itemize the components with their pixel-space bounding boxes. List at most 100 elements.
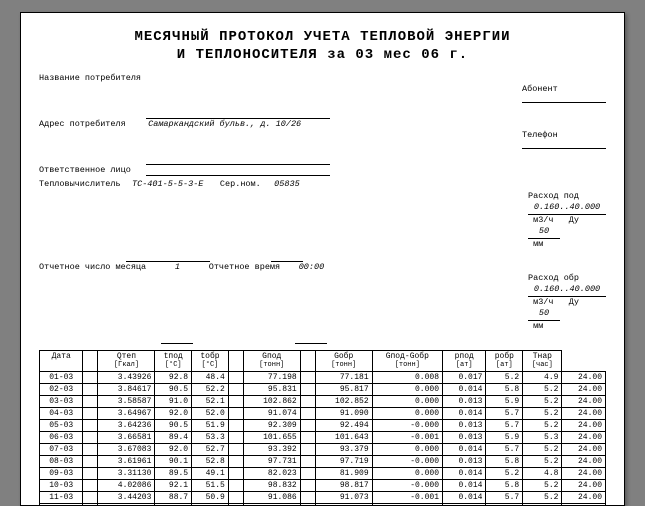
cell: 95.831: [243, 384, 300, 396]
cell: 93.392: [243, 444, 300, 456]
cell: 5.9: [486, 432, 523, 444]
col-5: [228, 350, 243, 371]
cell: 53.3: [192, 432, 229, 444]
cell: 0.014: [443, 384, 486, 396]
col-2: Qтеп[Гкал]: [98, 350, 155, 371]
table-row: 10-034.0208692.151.598.83298.817-0.0000.…: [40, 480, 606, 492]
table-head: Дата Qтеп[Гкал]tпод[°С]tобр[°С] Gпод[тон…: [40, 350, 606, 371]
cell: 5.8: [486, 456, 523, 468]
cell: 0.000: [372, 444, 442, 456]
cell: 24.00: [562, 372, 606, 384]
cell: 98.817: [315, 480, 372, 492]
cell: -0.001: [372, 432, 442, 444]
responsible-label: Ответственное лицо: [39, 165, 146, 176]
cell: 10-03: [40, 480, 83, 492]
cell: 92.0: [155, 444, 192, 456]
flow-ret-label: Расход обр: [528, 273, 589, 283]
flow-sup-value: 0.160..40.000: [528, 202, 606, 214]
cell: 0.000: [372, 384, 442, 396]
cell: 92.1: [155, 480, 192, 492]
flow-ret-mm: мм: [528, 321, 543, 331]
cell: [83, 444, 98, 456]
cell: -0.000: [372, 456, 442, 468]
table-row: 09-033.3113089.549.182.02381.9090.0000.0…: [40, 468, 606, 480]
cell: 91.074: [243, 408, 300, 420]
col-7: [300, 350, 315, 371]
calc-value: ТС-401-5-5-3-Е: [126, 179, 210, 261]
flow-ret-du: 50: [528, 308, 560, 320]
cell: 24.00: [562, 468, 606, 480]
abonent-value: [522, 102, 606, 103]
cell: 08-03: [40, 456, 83, 468]
cell: 0.014: [443, 444, 486, 456]
cell: 5.2: [486, 468, 523, 480]
cell: [228, 396, 243, 408]
cell: 50.9: [192, 492, 229, 504]
cell: 52.7: [192, 444, 229, 456]
cell: 5.9: [486, 396, 523, 408]
cell: 0.000: [372, 408, 442, 420]
cell: 3.44203: [98, 492, 155, 504]
cell: 24.00: [562, 384, 606, 396]
cell: [83, 456, 98, 468]
consumer-name-value: [146, 73, 330, 119]
cell: 5.7: [486, 420, 523, 432]
cell: 90.5: [155, 420, 192, 432]
cell: 07-03: [40, 444, 83, 456]
cell: 4.02086: [98, 480, 155, 492]
cell: 11-03: [40, 492, 83, 504]
flow-ret-unit: м3/ч Ду: [528, 297, 584, 307]
cell: 49.1: [192, 468, 229, 480]
cell: 102.862: [243, 396, 300, 408]
reportday-label: Отчетное число месяца: [39, 262, 161, 344]
cell: [228, 444, 243, 456]
table-row: 03-033.5858791.052.1102.862102.8520.0000…: [40, 396, 606, 408]
cell: 52.0: [192, 408, 229, 420]
cell: 101.655: [243, 432, 300, 444]
table-row: 11-033.4420388.750.991.08691.073-0.0010.…: [40, 492, 606, 504]
cell: 24.00: [562, 432, 606, 444]
cell: 91.0: [155, 396, 192, 408]
reporttime-label: Отчетное время: [193, 262, 295, 344]
col-12: Tнар[час]: [523, 350, 562, 371]
cell: 3.67083: [98, 444, 155, 456]
cell: 92.494: [315, 420, 372, 432]
col-8: Gобр[тонн]: [315, 350, 372, 371]
cell: 24.00: [562, 420, 606, 432]
cell: 4.8: [523, 468, 562, 480]
cell: 06-03: [40, 432, 83, 444]
cell: [83, 384, 98, 396]
cell: [228, 384, 243, 396]
cell: 5.8: [486, 480, 523, 492]
cell: 91.073: [315, 492, 372, 504]
cell: [228, 480, 243, 492]
cell: 52.8: [192, 456, 229, 468]
cell: 01-03: [40, 372, 83, 384]
cell: 24.00: [562, 456, 606, 468]
cell: 91.086: [243, 492, 300, 504]
cell: -0.000: [372, 420, 442, 432]
cell: [83, 492, 98, 504]
sernum-value: 05835: [271, 179, 303, 261]
flow-sup-unit: м3/ч Ду: [528, 215, 584, 225]
col-6: Gпод[тонн]: [243, 350, 300, 371]
cell: 92.309: [243, 420, 300, 432]
col-10: рпод[ат]: [443, 350, 486, 371]
cell: 92.8: [155, 372, 192, 384]
cell: [83, 396, 98, 408]
cell: [228, 492, 243, 504]
cell: 04-03: [40, 408, 83, 420]
table-row: 04-033.6496792.052.091.07491.0900.0000.0…: [40, 408, 606, 420]
table-row: 02-033.8461790.552.295.83195.8170.0000.0…: [40, 384, 606, 396]
table-row: 05-033.6423690.551.992.30992.494-0.0000.…: [40, 420, 606, 432]
cell: 24.00: [562, 444, 606, 456]
cell: 3.43926: [98, 372, 155, 384]
cell: 0.017: [443, 372, 486, 384]
cell: 0.000: [372, 468, 442, 480]
table-row: 07-033.6708392.052.793.39293.3790.0000.0…: [40, 444, 606, 456]
calc-label: Тепловычислитель: [39, 179, 126, 261]
cell: 97.719: [315, 456, 372, 468]
cell: 48.4: [192, 372, 229, 384]
cell: 0.014: [443, 492, 486, 504]
cell: 3.84617: [98, 384, 155, 396]
